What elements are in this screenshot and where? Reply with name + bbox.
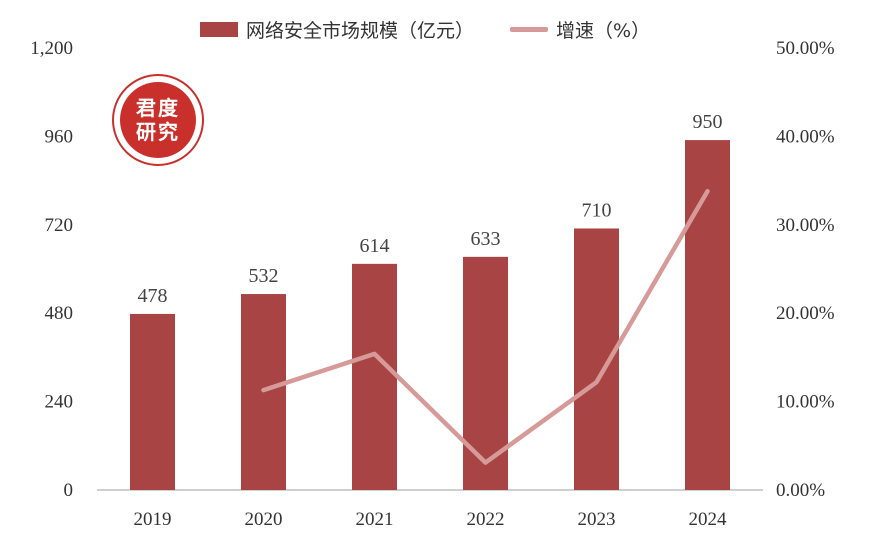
y-right-tick-label: 30.00% — [776, 215, 835, 236]
legend-bar-swatch — [200, 21, 238, 37]
bar-data-label: 950 — [693, 111, 723, 133]
x-tick-label: 2019 — [134, 509, 172, 530]
growth-line — [261, 188, 710, 465]
bar — [130, 313, 175, 490]
bar — [352, 263, 397, 490]
bar-data-label: 633 — [471, 228, 501, 250]
badge-text-line1: 君度 — [136, 96, 180, 120]
y-left-tick-label: 960 — [45, 126, 74, 147]
y-left-tick-label: 720 — [45, 215, 74, 236]
y-right-tick-label: 20.00% — [776, 303, 835, 324]
y-right-tick-label: 0.00% — [776, 480, 825, 501]
legend: 网络安全市场规模（亿元） 增速（%） — [200, 16, 686, 42]
legend-item-line: 增速（%） — [510, 16, 650, 43]
legend-line-swatch — [510, 26, 549, 32]
bar — [463, 256, 508, 490]
watermark-badge: 君度 研究 — [112, 74, 204, 166]
legend-item-bar: 网络安全市场规模（亿元） — [200, 16, 474, 43]
x-tick-label: 2020 — [245, 509, 283, 530]
y-left-tick-label: 1,200 — [30, 38, 73, 59]
x-tick-label: 2022 — [467, 509, 505, 530]
badge-ring — [112, 74, 204, 166]
bar-data-label: 614 — [360, 235, 390, 257]
bar-data-label: 710 — [582, 199, 612, 221]
y-left-tick-label: 480 — [45, 303, 74, 324]
legend-line-label: 增速（%） — [556, 19, 651, 42]
x-tick-label: 2024 — [689, 509, 728, 530]
y-left-tick-label: 0 — [64, 480, 74, 501]
bar — [685, 140, 730, 491]
y-right-tick-label: 40.00% — [776, 126, 835, 147]
bar-data-label: 532 — [249, 265, 279, 287]
legend-bar-label: 网络安全市场规模（亿元） — [246, 19, 475, 42]
bar-data-label: 478 — [138, 285, 168, 307]
y-right-tick-label: 50.00% — [776, 38, 835, 59]
x-tick-label: 2023 — [578, 509, 616, 530]
y-right-tick-label: 10.00% — [776, 392, 835, 413]
x-tick-label: 2021 — [356, 509, 394, 530]
badge-text-line2: 研究 — [136, 120, 180, 144]
badge-seal: 君度 研究 — [120, 82, 196, 158]
y-left-tick-label: 240 — [45, 392, 74, 413]
